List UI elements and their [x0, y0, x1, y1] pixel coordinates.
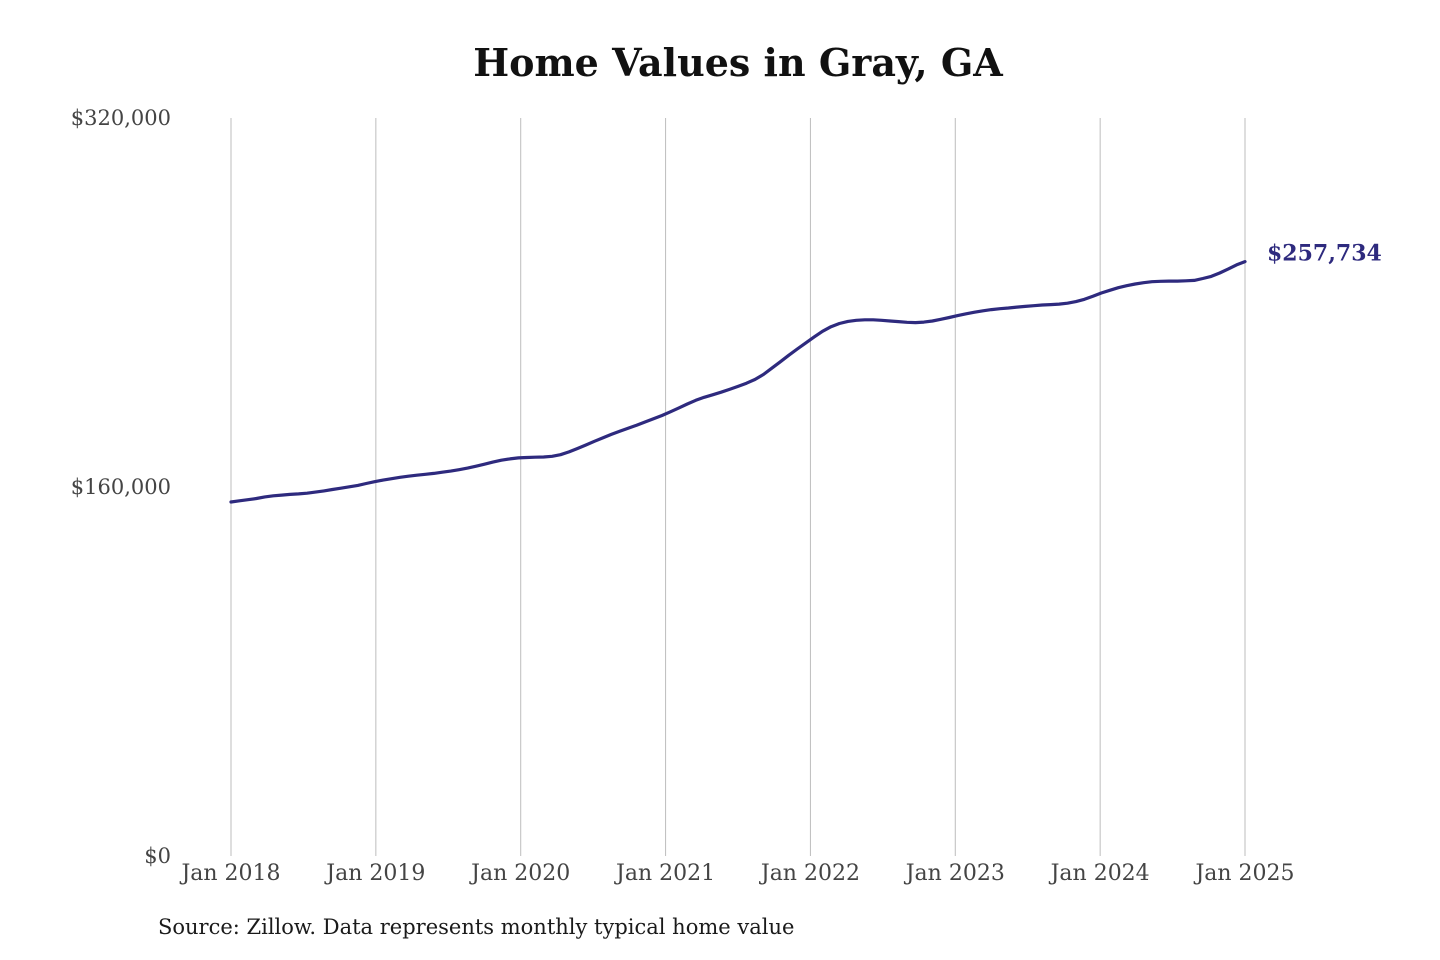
x-tick-label: Jan 2018 [179, 861, 280, 886]
x-tick-label: Jan 2023 [904, 861, 1005, 886]
end-value-label: $257,734 [1267, 241, 1382, 267]
gridlines [230, 118, 1246, 856]
x-tick-label: Jan 2022 [759, 861, 860, 886]
x-tick-label: Jan 2025 [1193, 861, 1294, 886]
y-tick-label: $320,000 [71, 106, 171, 130]
x-axis-ticks: Jan 2018 Jan 2019 Jan 2020 Jan 2021 Jan 2022… [179, 861, 1294, 886]
home-value-line [229, 260, 1247, 504]
y-tick-label: $0 [144, 844, 171, 868]
y-tick-label: $160,000 [71, 475, 171, 499]
x-tick-label: Jan 2024 [1049, 861, 1150, 886]
x-tick-label: Jan 2021 [614, 861, 715, 886]
source-note: Source: Zillow. Data represents monthly … [158, 915, 795, 939]
chart-title: Home Values in Gray, GA [473, 40, 1003, 85]
x-tick-label: Jan 2019 [324, 861, 425, 886]
y-axis-ticks: $0 $160,000 $320,000 [71, 106, 171, 868]
x-tick-label: Jan 2020 [469, 861, 570, 886]
